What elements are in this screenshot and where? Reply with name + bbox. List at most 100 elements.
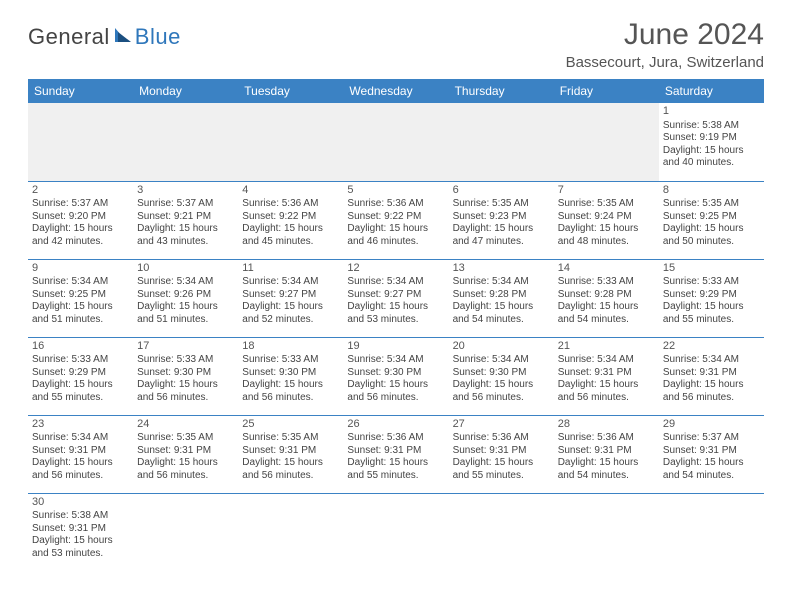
day-number: 20 (453, 340, 550, 354)
sunset-line: Sunset: 9:24 PM (558, 211, 655, 224)
daylight-line: Daylight: 15 hours and 48 minutes. (558, 223, 655, 248)
calendar-day-cell: 27Sunrise: 5:36 AMSunset: 9:31 PMDayligh… (449, 415, 554, 493)
day-number: 12 (347, 262, 444, 276)
weekday-header: Saturday (659, 79, 764, 103)
sunset-line: Sunset: 9:25 PM (32, 289, 129, 302)
sunset-line: Sunset: 9:31 PM (32, 523, 129, 536)
brand-logo: General Blue (28, 24, 181, 50)
calendar-empty-cell (238, 493, 343, 571)
weekday-header: Tuesday (238, 79, 343, 103)
daylight-line: Daylight: 15 hours and 56 minutes. (347, 379, 444, 404)
sunrise-line: Sunrise: 5:38 AM (663, 120, 760, 133)
sunrise-line: Sunrise: 5:35 AM (663, 198, 760, 211)
sunset-line: Sunset: 9:27 PM (347, 289, 444, 302)
calendar-day-cell: 28Sunrise: 5:36 AMSunset: 9:31 PMDayligh… (554, 415, 659, 493)
day-number: 10 (137, 262, 234, 276)
calendar-day-cell: 18Sunrise: 5:33 AMSunset: 9:30 PMDayligh… (238, 337, 343, 415)
sunrise-line: Sunrise: 5:34 AM (32, 276, 129, 289)
daylight-line: Daylight: 15 hours and 54 minutes. (453, 301, 550, 326)
calendar-day-cell: 5Sunrise: 5:36 AMSunset: 9:22 PMDaylight… (343, 181, 448, 259)
daylight-line: Daylight: 15 hours and 54 minutes. (558, 457, 655, 482)
day-number: 5 (347, 184, 444, 198)
daylight-line: Daylight: 15 hours and 42 minutes. (32, 223, 129, 248)
calendar-day-cell: 4Sunrise: 5:36 AMSunset: 9:22 PMDaylight… (238, 181, 343, 259)
calendar-day-cell: 2Sunrise: 5:37 AMSunset: 9:20 PMDaylight… (28, 181, 133, 259)
daylight-line: Daylight: 15 hours and 56 minutes. (242, 457, 339, 482)
calendar-week-row: 9Sunrise: 5:34 AMSunset: 9:25 PMDaylight… (28, 259, 764, 337)
calendar-day-cell: 14Sunrise: 5:33 AMSunset: 9:28 PMDayligh… (554, 259, 659, 337)
daylight-line: Daylight: 15 hours and 43 minutes. (137, 223, 234, 248)
day-number: 27 (453, 418, 550, 432)
day-number: 3 (137, 184, 234, 198)
calendar-table: Sunday Monday Tuesday Wednesday Thursday… (28, 79, 764, 571)
day-number: 7 (558, 184, 655, 198)
sunrise-line: Sunrise: 5:35 AM (453, 198, 550, 211)
weekday-header: Monday (133, 79, 238, 103)
sunset-line: Sunset: 9:31 PM (453, 445, 550, 458)
calendar-empty-cell (238, 103, 343, 181)
weekday-header: Thursday (449, 79, 554, 103)
day-number: 29 (663, 418, 760, 432)
sunset-line: Sunset: 9:30 PM (137, 367, 234, 380)
calendar-day-cell: 20Sunrise: 5:34 AMSunset: 9:30 PMDayligh… (449, 337, 554, 415)
sunrise-line: Sunrise: 5:34 AM (347, 354, 444, 367)
sunrise-line: Sunrise: 5:36 AM (347, 432, 444, 445)
sunset-line: Sunset: 9:23 PM (453, 211, 550, 224)
day-number: 16 (32, 340, 129, 354)
sunset-line: Sunset: 9:31 PM (347, 445, 444, 458)
calendar-day-cell: 19Sunrise: 5:34 AMSunset: 9:30 PMDayligh… (343, 337, 448, 415)
calendar-day-cell: 29Sunrise: 5:37 AMSunset: 9:31 PMDayligh… (659, 415, 764, 493)
sunrise-line: Sunrise: 5:37 AM (32, 198, 129, 211)
daylight-line: Daylight: 15 hours and 56 minutes. (137, 457, 234, 482)
calendar-day-cell: 25Sunrise: 5:35 AMSunset: 9:31 PMDayligh… (238, 415, 343, 493)
calendar-empty-cell (28, 103, 133, 181)
sunrise-line: Sunrise: 5:33 AM (558, 276, 655, 289)
calendar-empty-cell (554, 493, 659, 571)
day-number: 22 (663, 340, 760, 354)
sunset-line: Sunset: 9:31 PM (663, 367, 760, 380)
sunrise-line: Sunrise: 5:38 AM (32, 510, 129, 523)
sunset-line: Sunset: 9:30 PM (242, 367, 339, 380)
day-number: 19 (347, 340, 444, 354)
sunrise-line: Sunrise: 5:36 AM (453, 432, 550, 445)
sunset-line: Sunset: 9:31 PM (137, 445, 234, 458)
day-number: 11 (242, 262, 339, 276)
logo-sail-icon (113, 24, 133, 50)
sunset-line: Sunset: 9:31 PM (32, 445, 129, 458)
sunset-line: Sunset: 9:21 PM (137, 211, 234, 224)
brand-part2: Blue (135, 24, 181, 50)
sunset-line: Sunset: 9:22 PM (242, 211, 339, 224)
calendar-day-cell: 23Sunrise: 5:34 AMSunset: 9:31 PMDayligh… (28, 415, 133, 493)
day-number: 2 (32, 184, 129, 198)
sunset-line: Sunset: 9:29 PM (32, 367, 129, 380)
calendar-empty-cell (659, 493, 764, 571)
day-number: 21 (558, 340, 655, 354)
daylight-line: Daylight: 15 hours and 45 minutes. (242, 223, 339, 248)
sunset-line: Sunset: 9:19 PM (663, 132, 760, 145)
calendar-empty-cell (133, 103, 238, 181)
daylight-line: Daylight: 15 hours and 53 minutes. (347, 301, 444, 326)
day-number: 4 (242, 184, 339, 198)
calendar-day-cell: 10Sunrise: 5:34 AMSunset: 9:26 PMDayligh… (133, 259, 238, 337)
weekday-header: Wednesday (343, 79, 448, 103)
sunset-line: Sunset: 9:25 PM (663, 211, 760, 224)
calendar-day-cell: 17Sunrise: 5:33 AMSunset: 9:30 PMDayligh… (133, 337, 238, 415)
sunrise-line: Sunrise: 5:36 AM (347, 198, 444, 211)
day-number: 28 (558, 418, 655, 432)
daylight-line: Daylight: 15 hours and 52 minutes. (242, 301, 339, 326)
sunset-line: Sunset: 9:28 PM (558, 289, 655, 302)
sunset-line: Sunset: 9:31 PM (558, 367, 655, 380)
day-number: 30 (32, 496, 129, 510)
sunrise-line: Sunrise: 5:33 AM (137, 354, 234, 367)
day-number: 26 (347, 418, 444, 432)
calendar-empty-cell (343, 103, 448, 181)
sunrise-line: Sunrise: 5:36 AM (558, 432, 655, 445)
sunrise-line: Sunrise: 5:34 AM (663, 354, 760, 367)
daylight-line: Daylight: 15 hours and 55 minutes. (347, 457, 444, 482)
sunset-line: Sunset: 9:31 PM (242, 445, 339, 458)
daylight-line: Daylight: 15 hours and 56 minutes. (663, 379, 760, 404)
day-number: 23 (32, 418, 129, 432)
sunset-line: Sunset: 9:31 PM (663, 445, 760, 458)
sunrise-line: Sunrise: 5:35 AM (242, 432, 339, 445)
sunrise-line: Sunrise: 5:37 AM (137, 198, 234, 211)
